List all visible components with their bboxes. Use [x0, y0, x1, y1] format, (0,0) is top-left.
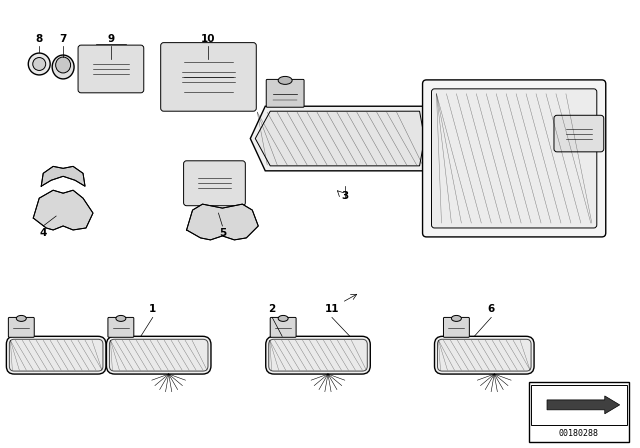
Text: 2: 2 — [269, 305, 276, 314]
FancyBboxPatch shape — [431, 89, 596, 228]
Ellipse shape — [33, 57, 45, 70]
Text: 10: 10 — [201, 34, 216, 44]
FancyBboxPatch shape — [108, 318, 134, 337]
Text: 11: 11 — [324, 305, 339, 314]
FancyBboxPatch shape — [78, 45, 144, 93]
Text: 8: 8 — [36, 34, 43, 44]
Bar — [529, 382, 628, 442]
Text: 4: 4 — [40, 228, 47, 238]
FancyBboxPatch shape — [8, 318, 35, 337]
FancyBboxPatch shape — [438, 339, 531, 371]
Polygon shape — [187, 204, 259, 240]
FancyBboxPatch shape — [444, 318, 469, 337]
FancyBboxPatch shape — [422, 80, 605, 237]
Polygon shape — [33, 190, 93, 230]
Text: 1: 1 — [149, 305, 156, 314]
FancyBboxPatch shape — [269, 339, 367, 371]
FancyBboxPatch shape — [266, 79, 304, 107]
FancyBboxPatch shape — [6, 336, 106, 374]
Ellipse shape — [28, 53, 50, 75]
Ellipse shape — [56, 57, 70, 73]
FancyBboxPatch shape — [266, 336, 371, 374]
FancyBboxPatch shape — [109, 339, 208, 371]
FancyArrowPatch shape — [552, 402, 607, 408]
Ellipse shape — [278, 77, 292, 84]
Ellipse shape — [17, 315, 26, 321]
Text: 9: 9 — [108, 34, 115, 44]
FancyBboxPatch shape — [161, 43, 256, 111]
FancyArrow shape — [547, 396, 620, 414]
FancyBboxPatch shape — [435, 336, 534, 374]
Polygon shape — [41, 166, 85, 186]
Text: 00180288: 00180288 — [559, 429, 599, 438]
Bar — [531, 385, 627, 425]
FancyBboxPatch shape — [106, 336, 211, 374]
Text: 5: 5 — [219, 228, 226, 238]
Ellipse shape — [451, 315, 461, 321]
FancyBboxPatch shape — [554, 115, 604, 152]
Text: 7: 7 — [60, 34, 67, 44]
Text: 6: 6 — [488, 305, 495, 314]
PathPatch shape — [250, 106, 429, 171]
Ellipse shape — [278, 315, 288, 321]
FancyBboxPatch shape — [270, 318, 296, 337]
FancyBboxPatch shape — [10, 339, 103, 371]
Text: 3: 3 — [341, 191, 349, 201]
FancyBboxPatch shape — [184, 161, 245, 206]
Ellipse shape — [52, 55, 74, 79]
Ellipse shape — [116, 315, 126, 321]
PathPatch shape — [255, 111, 424, 166]
